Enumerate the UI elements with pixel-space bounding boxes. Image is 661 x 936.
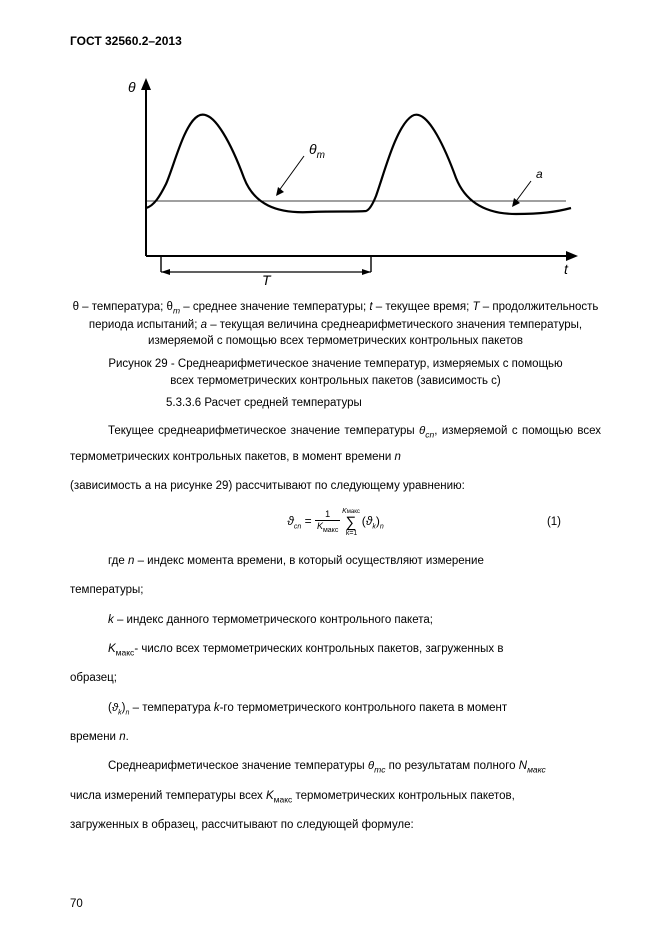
equation-1-body: ϑcn = 1 Kмакс Kмакс ∑ k=1 (ϑk)n [287,510,383,534]
paragraph-1: Текущее среднеарифметическое значение те… [70,419,601,470]
period-label: T [262,272,272,288]
paragraph-2b: температуры; [70,578,601,603]
equation-number: (1) [547,516,561,528]
theta-m-leader [278,156,304,192]
a-label: a [536,167,543,181]
fraction: 1 Kмакс [315,510,340,534]
theta-m-arrow-icon [276,187,284,196]
y-axis-label: θ [128,79,136,95]
paragraph-3: k – индекс данного термометрического кон… [70,608,601,633]
x-axis-label: t [564,261,569,277]
paragraph-6: Среднеарифметическое значение температур… [70,754,601,779]
equation-1: ϑcn = 1 Kмакс Kмакс ∑ k=1 (ϑk)n (1) [70,505,601,539]
temperature-curve [146,115,571,214]
diagram-svg: θ t T θm a [86,66,586,291]
paragraph-4: Kмакс- число всех термометрических контр… [70,637,601,662]
theta-m-label: θm [309,141,325,161]
page-number: 70 [70,898,83,910]
a-arrow-icon [512,198,520,207]
paragraph-4b: образец; [70,666,601,691]
y-axis-arrow-icon [141,78,151,90]
period-arrow-right-icon [362,269,371,275]
paragraph-6b: числа измерений температуры всех Kмакс т… [70,784,601,809]
paragraph-1b: (зависимость а на рисунке 29) рассчитыва… [70,474,601,499]
x-axis-arrow-icon [566,251,578,261]
section-heading-5336: 5.3.3.6 Расчет средней температуры [138,397,601,409]
paragraph-5: (ϑk)n – температура k-го термометрическо… [70,696,601,721]
paragraph-2: где n – индекс момента времени, в которы… [70,549,601,574]
figure-29-diagram: θ t T θm a [86,66,586,291]
figure-legend: θ – температура; θm – среднее значение т… [70,299,601,350]
paragraph-5b: времени n. [70,725,601,750]
period-arrow-left-icon [161,269,170,275]
document-page: ГОСТ 32560.2–2013 θ t [0,0,661,936]
paragraph-6c: загруженных в образец, рассчитывают по с… [70,813,601,838]
summation-icon: Kмакс ∑ k=1 [346,515,357,530]
figure-title: Рисунок 29 - Среднеарифметическое значен… [70,356,601,389]
document-code: ГОСТ 32560.2–2013 [70,34,601,48]
